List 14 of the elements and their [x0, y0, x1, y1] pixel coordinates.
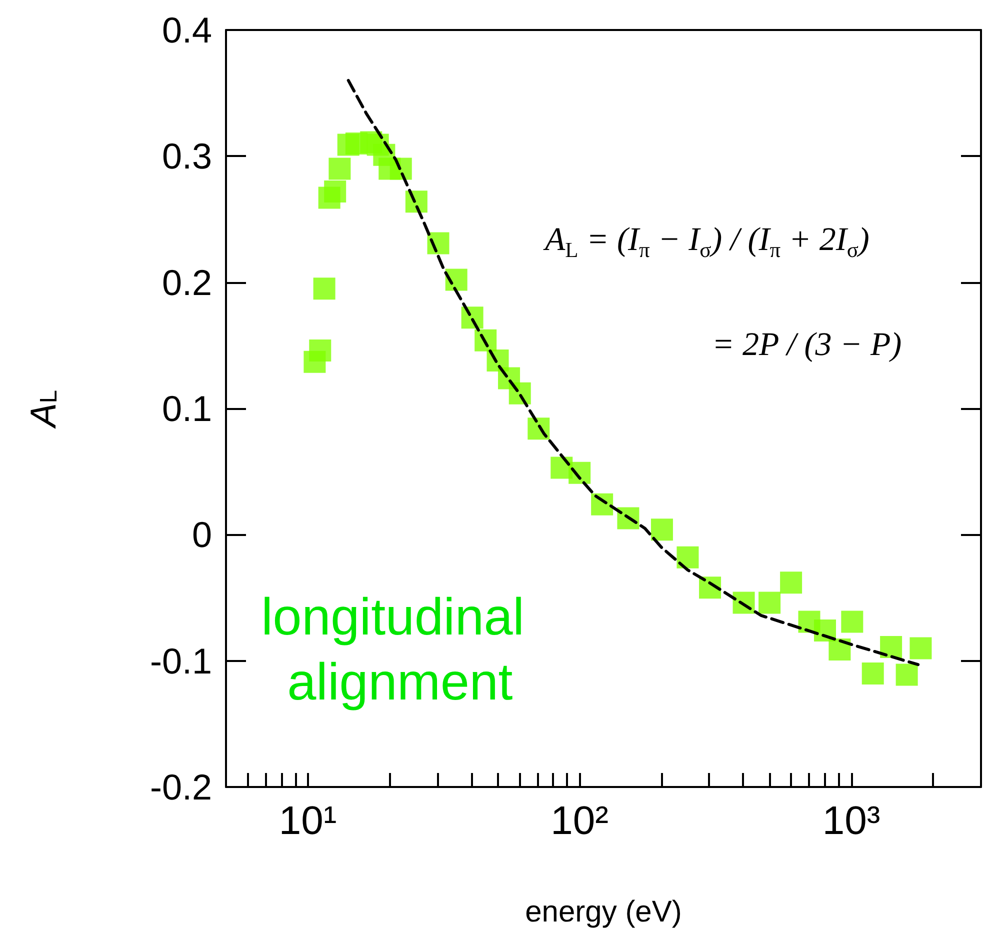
- y-tick-label: -0.1: [150, 640, 212, 682]
- x-tick-label: 10³: [822, 799, 880, 843]
- x-axis-title: energy (eV): [525, 896, 682, 928]
- y-tick-label: 0.2: [162, 262, 212, 303]
- y-tick-label: 0.4: [162, 10, 212, 50]
- text: AL: [22, 390, 64, 428]
- annotation: = 2P / (3 − P): [712, 327, 902, 363]
- x-tick-label: 10²: [550, 799, 608, 843]
- x-tick-label: 10¹: [278, 799, 337, 843]
- y-tick-label: 0.1: [162, 388, 212, 429]
- annotation: longitudinal alignment: [261, 588, 539, 712]
- y-tick-label: -0.2: [150, 766, 212, 808]
- y-tick-label: 0: [192, 514, 212, 556]
- y-tick-label: 0.3: [162, 136, 212, 177]
